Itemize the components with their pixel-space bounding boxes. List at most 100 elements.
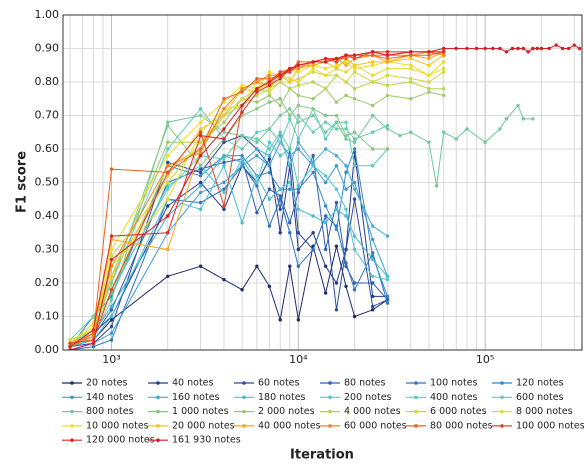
point [323,66,328,71]
point [109,304,114,309]
point [296,187,301,191]
legend-label: 60 000 notes [344,420,407,431]
point [491,46,495,51]
point [498,46,502,51]
point [255,107,259,111]
point [255,264,259,268]
point [352,137,357,141]
point [352,97,357,101]
legend-label: 80 000 notes [430,420,493,431]
point [222,160,226,165]
point [370,164,375,168]
point [323,214,328,218]
point [222,127,226,131]
point [454,137,458,141]
point [311,80,315,84]
point [222,180,226,185]
point [334,154,339,158]
point [370,308,375,312]
point [68,341,72,345]
legend-dot [414,409,418,414]
point [222,140,226,144]
point [352,164,357,168]
point [198,140,203,144]
point [323,73,328,78]
point [267,164,272,168]
point [222,130,226,134]
legend-label: 10 000 notes [86,420,149,431]
point [222,113,226,118]
point [166,274,170,278]
point [370,73,375,78]
point [198,207,203,211]
point [198,264,203,268]
point [278,154,282,158]
point [531,117,535,121]
legend-dot [500,409,504,414]
point [91,328,96,332]
point [334,227,339,232]
point [222,154,226,158]
point [352,66,357,71]
point [409,130,413,134]
legend-dot [70,424,74,428]
y-tick-label: 0.90 [35,42,60,55]
point [91,331,96,335]
point [166,187,170,191]
point [334,56,339,61]
point [409,53,413,57]
point [441,87,446,91]
point [198,120,203,124]
point [539,46,544,51]
point [498,127,502,131]
y-tick-label: 0.80 [35,75,60,88]
legend-label: 140 notes [86,392,134,403]
point [344,63,348,67]
point [166,170,170,175]
point [352,130,357,134]
point [296,147,301,151]
point [288,76,292,81]
point [334,66,339,71]
legend-label: 40 000 notes [258,420,321,431]
point [370,113,375,118]
legend-label: 160 notes [172,392,220,403]
y-tick-label: 0.70 [35,109,60,122]
point [344,137,348,141]
series-line [69,74,444,348]
point [516,46,520,51]
point [474,46,479,51]
legend-dot [70,381,74,385]
point [278,80,282,84]
point [311,70,315,74]
point [526,50,530,54]
point [427,50,431,54]
point [311,97,315,101]
point [535,46,539,51]
point [344,164,348,168]
point [311,63,315,67]
point [296,137,301,141]
legend-dot [156,381,160,385]
point [370,254,375,258]
point [334,73,339,78]
point [370,63,375,67]
point [109,257,114,262]
point [198,150,203,155]
point [198,107,203,111]
legend-dot [500,424,504,428]
point [288,117,292,121]
point [483,140,487,144]
point [296,207,301,211]
point [278,103,282,108]
point [240,103,244,108]
legend-dot [414,395,418,400]
point [240,221,244,225]
point [267,70,272,74]
point [311,66,315,71]
legend-dot [70,409,74,414]
point [166,123,170,128]
point [344,70,348,74]
point [334,63,339,67]
point [323,247,328,252]
